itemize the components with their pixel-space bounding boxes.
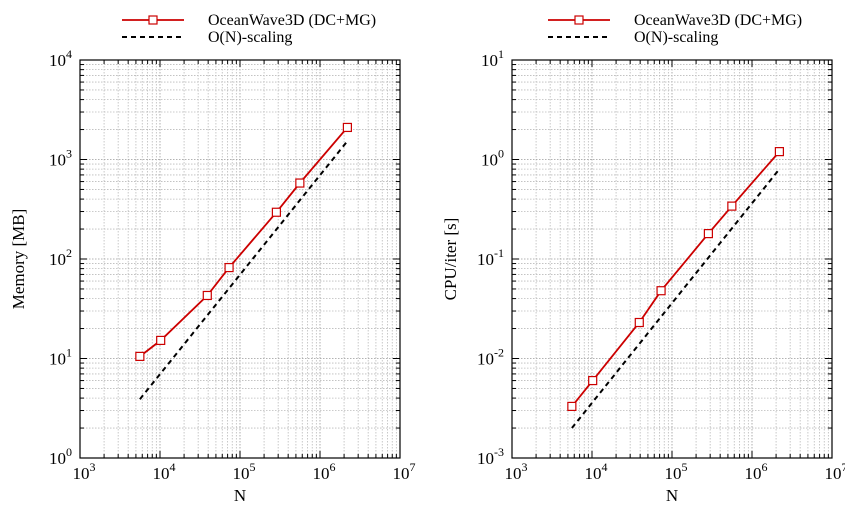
data-point — [342, 122, 352, 133]
plot-area — [567, 147, 784, 429]
x-tick-label: 105 — [665, 460, 688, 483]
legend-entry-label: OceanWave3D (DC+MG) — [208, 12, 376, 29]
chart-1: 103 104 105 106 107 100 101 102 103 104 N Memory [M… — [9, 12, 416, 505]
data-point — [567, 401, 577, 412]
y-tick-label: 10-3 — [477, 445, 504, 468]
data-point — [588, 375, 598, 386]
data-point — [135, 351, 145, 361]
x-tick-label: 107 — [393, 460, 416, 483]
x-tick-label: 106 — [745, 460, 768, 483]
x-tick-label: 104 — [153, 460, 176, 483]
x-tick-label: 104 — [585, 460, 608, 483]
x-tick-label: 105 — [233, 460, 256, 483]
data-point — [224, 262, 234, 273]
y-tick-label: 101 — [49, 346, 72, 369]
ticks — [79, 59, 401, 459]
y-axis-label: Memory [MB] — [9, 209, 28, 310]
legend-marker — [148, 15, 158, 25]
series-line-2 — [571, 168, 781, 429]
data-point — [295, 178, 305, 188]
legend-entry-label: O(N)-scaling — [208, 29, 292, 46]
y-tick-label: 103 — [49, 147, 72, 170]
y-tick-label: 101 — [481, 47, 504, 70]
x-tick-label: 107 — [825, 460, 845, 483]
y-tick-label: 10-1 — [477, 246, 504, 269]
plot-frame — [79, 59, 401, 459]
plot-area — [135, 122, 352, 400]
x-tick-label: 106 — [313, 460, 336, 483]
legend: OceanWave3D (DC+MG)O(N)-scaling — [548, 12, 802, 46]
grid — [512, 60, 832, 458]
x-axis-label: N — [666, 486, 678, 505]
data-point — [703, 229, 713, 239]
legend: OceanWave3D (DC+MG)O(N)-scaling — [122, 12, 376, 46]
y-tick-label: 102 — [49, 246, 72, 269]
legend-entry-label: OceanWave3D (DC+MG) — [634, 12, 802, 29]
legend-marker — [574, 15, 584, 25]
data-point — [656, 286, 666, 296]
data-point — [634, 317, 644, 328]
data-point — [774, 147, 784, 157]
data-point — [202, 290, 212, 301]
plot-frame — [511, 59, 833, 459]
legend-entry-label: O(N)-scaling — [634, 29, 718, 46]
y-tick-label: 100 — [49, 445, 72, 468]
chart-2: 103 104 105 106 107 10-3 10-2 10-1 100 101 N CPU/it… — [441, 12, 845, 505]
data-point — [727, 201, 737, 211]
y-axis-label: CPU/iter [s] — [441, 218, 460, 301]
grid — [80, 60, 400, 458]
data-point — [156, 335, 166, 346]
y-tick-label: 100 — [481, 147, 504, 170]
x-tick-label: 103 — [73, 460, 96, 483]
x-tick-label: 103 — [505, 460, 528, 483]
data-point — [271, 207, 281, 217]
y-tick-label: 104 — [49, 47, 72, 70]
x-axis-label: N — [234, 486, 246, 505]
y-tick-label: 10-2 — [477, 346, 504, 369]
series-line-2 — [139, 140, 349, 400]
